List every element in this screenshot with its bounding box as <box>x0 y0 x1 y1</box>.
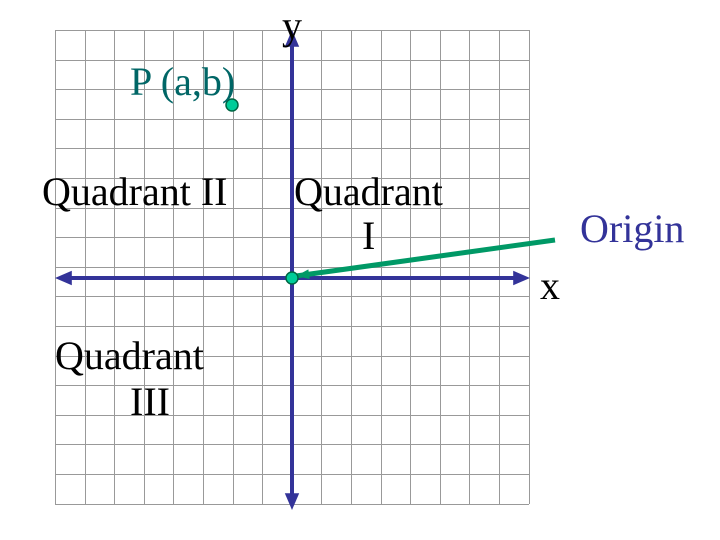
quadrant-1-label-num: I <box>362 212 375 259</box>
quadrant-2-label: Quadrant II <box>42 168 227 215</box>
points-layer <box>0 0 720 540</box>
quadrant-3-label-num: III <box>130 378 170 425</box>
x-axis-label: x <box>540 262 560 309</box>
origin-point <box>286 272 298 284</box>
point-p-label: P (a,b) <box>130 58 235 105</box>
origin-label: Origin <box>580 205 684 252</box>
quadrant-1-label-word: Quadrant <box>294 168 443 215</box>
coordinate-plane-diagram: y x P (a,b) Quadrant II Quadrant I Quadr… <box>0 0 720 540</box>
y-axis-label: y <box>282 2 302 49</box>
quadrant-3-label-word: Quadrant <box>55 332 204 379</box>
